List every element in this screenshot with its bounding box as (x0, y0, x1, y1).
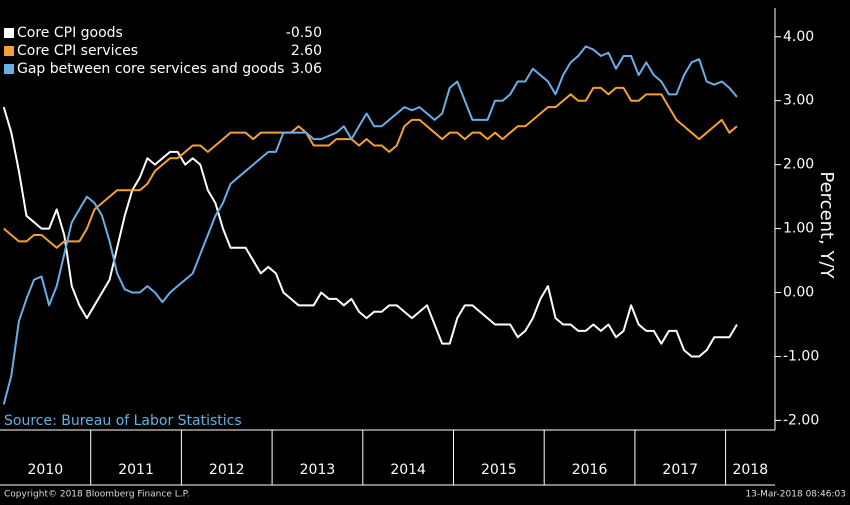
legend-value: 3.06 (291, 61, 322, 77)
timestamp: 13-Mar-2018 08:46:03 (745, 490, 846, 500)
y-tick-label: 1.00 (783, 221, 814, 237)
y-tick-label: 2.00 (783, 157, 814, 173)
x-tick-label: 2012 (209, 462, 245, 478)
x-tick-label: 2010 (28, 462, 64, 478)
legend-swatch (4, 28, 14, 38)
legend-swatch (4, 64, 14, 74)
y-tick-label: -2.00 (783, 412, 819, 428)
x-tick-label: 2011 (118, 462, 154, 478)
y-tick-label: 0.00 (783, 285, 814, 301)
x-tick-label: 2018 (732, 462, 768, 478)
series-line (2, 45, 738, 405)
legend-label: Core CPI goods (17, 25, 123, 41)
series-line (2, 106, 738, 358)
y-tick-label: 4.00 (783, 29, 814, 45)
copyright: Copyright© 2018 Bloomberg Finance L.P. (4, 490, 189, 500)
legend-swatch (4, 46, 14, 56)
x-tick-label: 2013 (300, 462, 336, 478)
source-note: Source: Bureau of Labor Statistics (4, 413, 242, 429)
y-tick-label: 3.00 (783, 93, 814, 109)
x-tick-label: 2014 (390, 462, 426, 478)
x-tick-label: 2017 (662, 462, 698, 478)
x-tick-label: 2015 (481, 462, 517, 478)
legend-label: Gap between core services and goods (17, 61, 284, 77)
series-line (3, 86, 738, 249)
legend-label: Core CPI services (17, 43, 138, 59)
y-axis-label: Percent, Y/Y (816, 171, 837, 279)
y-tick-label: -1.00 (783, 348, 819, 364)
legend-value: 2.60 (291, 43, 322, 59)
legend-value: -0.50 (286, 25, 322, 41)
x-tick-label: 2016 (572, 462, 608, 478)
